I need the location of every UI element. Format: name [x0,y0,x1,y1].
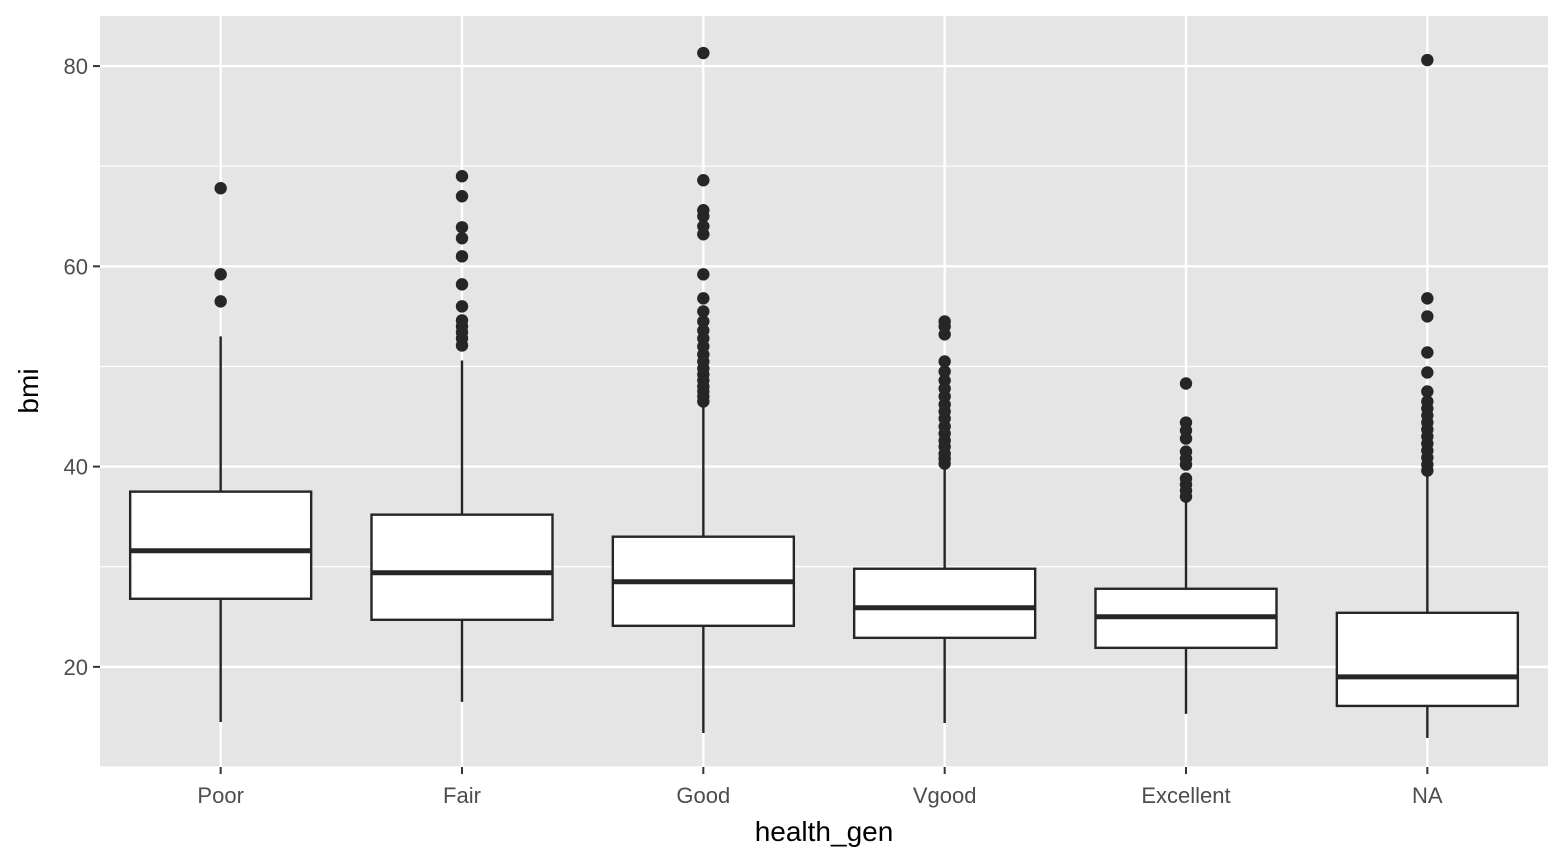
box-iqr [1335,611,1520,708]
y-tick-label: 60 [64,254,88,279]
x-tick-label: Vgood [913,783,977,808]
outlier-point [697,292,710,305]
box-na [1335,53,1520,738]
outlier-point [455,190,469,203]
outlier-point [1179,472,1193,485]
outlier-point [1421,310,1434,323]
plot-panel [100,16,1548,767]
box-iqr [852,567,1037,640]
box-excellent [1094,377,1278,714]
box-iqr [370,513,554,622]
outlier-point [455,314,469,327]
outlier-point [697,204,710,217]
x-axis: Poor Fair Good Vgood Excellent NA [197,767,1443,808]
outlier-point [455,170,469,183]
outlier-point [455,250,469,263]
outlier-point [697,46,710,60]
y-tick-label: 20 [64,655,88,680]
outlier-point [697,174,710,187]
box-iqr [128,490,313,600]
x-tick-label: Fair [443,783,481,808]
outlier-point [938,365,951,378]
x-tick-label: Excellent [1141,783,1230,808]
outlier-point [938,374,951,387]
outlier-point [1421,395,1434,408]
outlier-point [1421,366,1434,379]
outlier-point [1421,53,1434,67]
minor-gridlines [100,165,1548,768]
box-fair [370,170,554,702]
box-vgood [852,315,1037,723]
outlier-point [1421,346,1434,359]
x-tick-label: Poor [197,783,243,808]
outlier-point [214,268,227,281]
y-tick-label: 80 [64,54,88,79]
x-tick-label: NA [1412,783,1443,808]
outlier-point [214,295,227,308]
outlier-point [455,221,469,234]
outlier-point [1179,445,1193,458]
outlier-point [1179,377,1193,390]
outlier-point [697,324,710,337]
box-layer [128,46,1520,738]
outlier-point [1421,385,1434,398]
outlier-point [938,315,951,328]
outlier-point [455,232,469,245]
outlier-point [697,315,710,328]
y-axis-title: bmi [13,368,44,413]
outlier-point [697,220,710,233]
y-tick-label: 40 [64,455,88,480]
outlier-point [697,268,710,281]
outlier-point [697,305,710,318]
y-axis: 20 40 60 80 [64,54,100,680]
outlier-point [1421,292,1434,305]
box-poor [128,182,313,722]
outlier-point [1179,416,1193,429]
outlier-point [455,300,469,313]
outlier-point [214,182,227,195]
x-tick-label: Good [676,783,730,808]
x-axis-title: health_gen [755,816,894,847]
box-good [611,46,796,733]
outlier-point [938,355,951,368]
outlier-point [455,278,469,291]
